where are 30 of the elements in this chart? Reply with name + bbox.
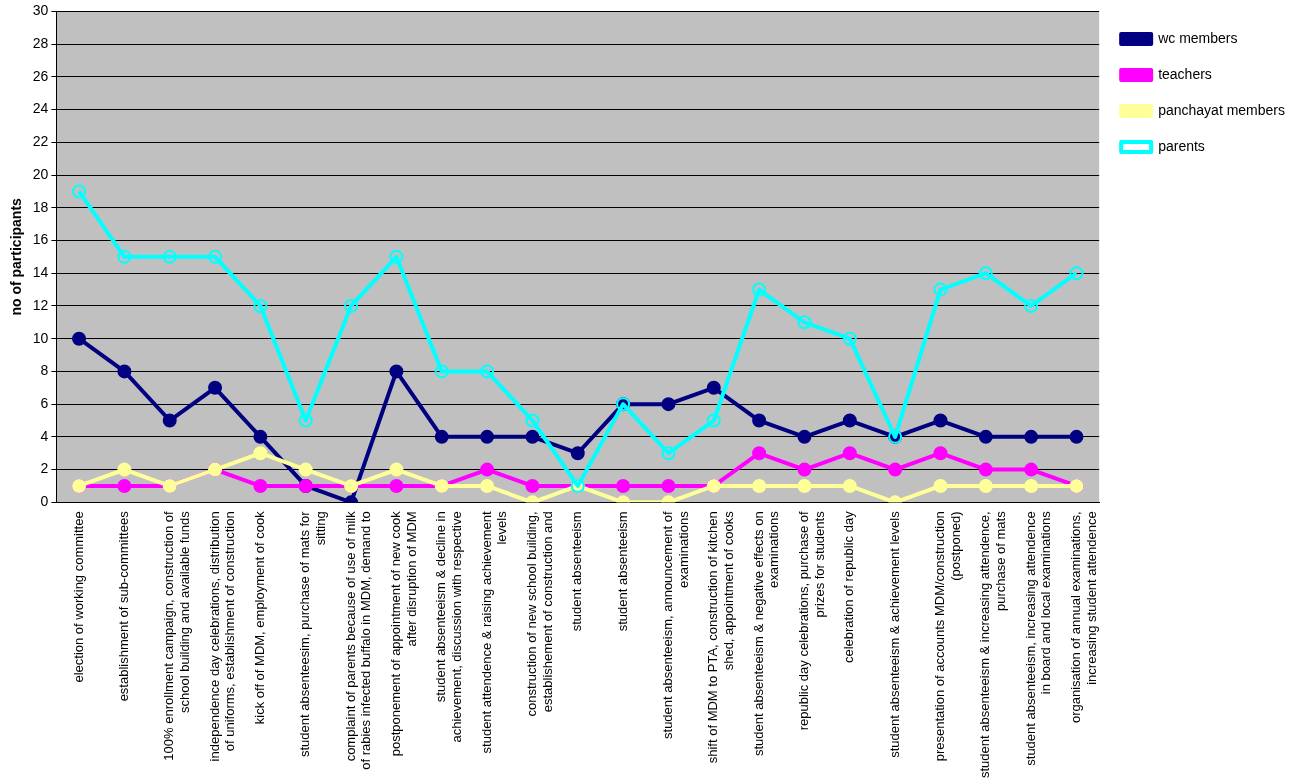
y-tick-label: 20 [32, 165, 49, 182]
legend-label: parents [1158, 137, 1205, 154]
x-tick-label: celebration of republic day [841, 510, 857, 664]
legend-label: wc members [1157, 29, 1238, 46]
legend-label: teachers [1158, 65, 1212, 82]
y-tick-label: 12 [32, 296, 49, 313]
y-tick-label: 14 [32, 264, 49, 281]
y-tick-label: 22 [32, 133, 49, 150]
legend-label: panchayat members [1158, 101, 1285, 118]
y-tick-label: 6 [40, 395, 49, 411]
y-tick-label: 0 [40, 493, 49, 510]
y-tick-label: 18 [32, 198, 49, 215]
x-tick-label: student absenteeism [569, 511, 585, 632]
y-tick-label: 16 [32, 231, 49, 248]
x-tick-label: election of working committee [70, 511, 86, 683]
y-tick-label: 2 [40, 460, 49, 477]
y-tick-label: 8 [40, 362, 49, 379]
y-tick-label: 24 [32, 100, 49, 117]
y-tick-label: 26 [32, 67, 49, 84]
y-tick-label: 28 [32, 34, 49, 51]
x-tick-label: student absenteeism & achievement levels [886, 510, 902, 758]
x-tick-label: kick off of MDM, employment of cook [251, 510, 267, 725]
y-axis-title: no of participants [8, 197, 25, 316]
y-tick-label: 4 [40, 427, 49, 444]
x-tick-label: student absenteeism [614, 511, 630, 632]
x-tick-label: establishment of sub-committees [115, 510, 131, 702]
x-tick-label: student absenteesim, purchase of mats for sitting [297, 510, 328, 758]
y-tick-label: 30 [32, 2, 49, 19]
x-tick-label: presentation of accounts MDM/construction (postponed) [932, 511, 963, 762]
y-tick-label: 10 [32, 329, 49, 346]
